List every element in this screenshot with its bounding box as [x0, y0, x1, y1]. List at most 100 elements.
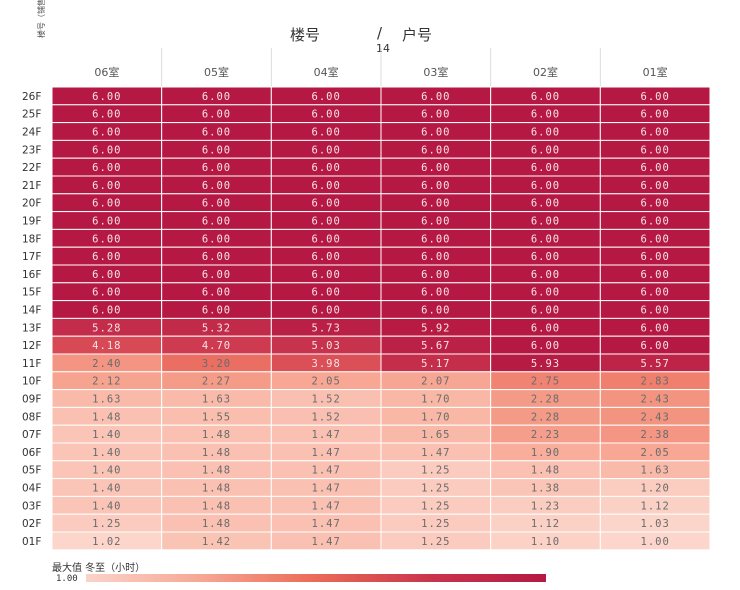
- cell-value-label: 6.00: [92, 91, 121, 103]
- cell-value-label: 1.47: [312, 536, 341, 548]
- cell-value-label: 1.47: [312, 483, 341, 495]
- cell-value-label: 5.73: [312, 322, 341, 334]
- column-header: 05室: [204, 65, 229, 79]
- cell-value-label: 6.00: [92, 233, 121, 245]
- cell-value-label: 1.02: [92, 536, 121, 548]
- cell-value-label: 6.00: [202, 305, 231, 317]
- cell-value-label: 6.00: [92, 127, 121, 139]
- cell-value-label: 1.63: [202, 394, 231, 406]
- cell-value-label: 6.00: [312, 269, 341, 281]
- cell-value-label: 2.28: [531, 411, 560, 423]
- cell-value-label: 6.00: [641, 251, 670, 263]
- cell-value-label: 5.93: [531, 358, 560, 370]
- cell-value-label: 6.00: [92, 198, 121, 210]
- cell-value-label: 5.67: [421, 340, 450, 352]
- cell-value-label: 2.75: [531, 376, 560, 388]
- cell-value-label: 6.00: [641, 269, 670, 281]
- cell-value-label: 1.63: [641, 465, 670, 477]
- cell-value-label: 1.25: [421, 465, 450, 477]
- cell-value-label: 6.00: [641, 322, 670, 334]
- cell-value-label: 1.48: [202, 483, 231, 495]
- row-label: 04F: [22, 483, 41, 495]
- row-label: 07F: [22, 429, 41, 441]
- cell-value-label: 6.00: [531, 322, 560, 334]
- cell-value-label: 6.00: [202, 198, 231, 210]
- cell-value-label: 6.00: [421, 216, 450, 228]
- cell-value-label: 2.05: [641, 447, 670, 459]
- cell-value-label: 6.00: [531, 162, 560, 174]
- cell-value-label: 6.00: [202, 144, 231, 156]
- cell-value-label: 6.00: [312, 233, 341, 245]
- cell-value-label: 6.00: [421, 251, 450, 263]
- cell-value-label: 6.00: [202, 287, 231, 299]
- cell-value-label: 6.00: [531, 198, 560, 210]
- cell-value-label: 1.25: [421, 536, 450, 548]
- cell-value-label: 6.00: [421, 233, 450, 245]
- cell-value-label: 6.00: [312, 216, 341, 228]
- column-header: 06室: [94, 65, 119, 79]
- cell-value-label: 6.00: [312, 127, 341, 139]
- cell-value-label: 1.48: [202, 429, 231, 441]
- row-label: 06F: [22, 447, 41, 459]
- cell-value-label: 6.00: [531, 269, 560, 281]
- cell-value-label: 2.43: [641, 394, 670, 406]
- legend-color-bar: [86, 574, 546, 582]
- heatmap-cell: [599, 531, 711, 551]
- cell-value-label: 6.00: [531, 233, 560, 245]
- cell-value-label: 1.48: [202, 447, 231, 459]
- cell-value-label: 6.00: [202, 127, 231, 139]
- cell-value-label: 1.40: [92, 429, 121, 441]
- cell-value-label: 6.00: [641, 305, 670, 317]
- cell-value-label: 1.63: [92, 394, 121, 406]
- column-header: 01室: [643, 65, 668, 79]
- cell-value-label: 6.00: [421, 162, 450, 174]
- cell-value-label: 6.00: [641, 233, 670, 245]
- cell-value-label: 6.00: [531, 216, 560, 228]
- cell-value-label: 1.23: [531, 500, 560, 512]
- cell-value-label: 6.00: [531, 180, 560, 192]
- cell-value-label: 1.20: [641, 483, 670, 495]
- cell-value-label: 6.00: [312, 162, 341, 174]
- cell-value-label: 1.40: [92, 500, 121, 512]
- cell-value-label: 6.00: [641, 180, 670, 192]
- cell-value-label: 6.00: [202, 91, 231, 103]
- cell-value-label: 1.47: [421, 447, 450, 459]
- cell-value-label: 6.00: [312, 144, 341, 156]
- cell-value-label: 6.00: [531, 109, 560, 121]
- cell-value-label: 1.40: [92, 483, 121, 495]
- cell-value-label: 1.38: [531, 483, 560, 495]
- cell-value-label: 6.00: [531, 251, 560, 263]
- cell-value-label: 6.00: [641, 144, 670, 156]
- row-label: 05F: [22, 465, 41, 477]
- cell-value-label: 1.47: [312, 465, 341, 477]
- cell-value-label: 6.00: [531, 340, 560, 352]
- cell-value-label: 1.42: [202, 536, 231, 548]
- cell-value-label: 3.20: [202, 358, 231, 370]
- header-building-number: 14: [376, 42, 390, 55]
- cell-value-label: 1.47: [312, 429, 341, 441]
- cell-value-label: 5.92: [421, 322, 450, 334]
- cell-value-label: 1.12: [641, 500, 670, 512]
- cell-value-label: 6.00: [312, 91, 341, 103]
- cell-value-label: 1.90: [531, 447, 560, 459]
- cell-value-label: 1.25: [421, 518, 450, 530]
- row-label: 20F: [22, 198, 41, 210]
- cell-value-label: 2.38: [641, 429, 670, 441]
- cell-value-label: 6.00: [641, 162, 670, 174]
- cell-value-label: 6.00: [531, 144, 560, 156]
- cell-value-label: 6.00: [202, 269, 231, 281]
- legend-min-label: 1.00: [56, 574, 78, 584]
- row-label: 26F: [22, 91, 41, 103]
- cell-value-label: 1.48: [92, 411, 121, 423]
- cell-value-label: 6.00: [92, 162, 121, 174]
- chart-header: 楼号 / 户号 14 楼号（铺售）: [0, 0, 740, 60]
- cell-value-label: 4.70: [202, 340, 231, 352]
- cell-value-label: 6.00: [92, 216, 121, 228]
- column-header: 04室: [314, 65, 339, 79]
- row-label: 21F: [22, 180, 41, 192]
- cell-value-label: 1.40: [92, 465, 121, 477]
- cell-value-label: 6.00: [421, 180, 450, 192]
- row-label: 09F: [22, 394, 41, 406]
- cell-value-label: 1.00: [641, 536, 670, 548]
